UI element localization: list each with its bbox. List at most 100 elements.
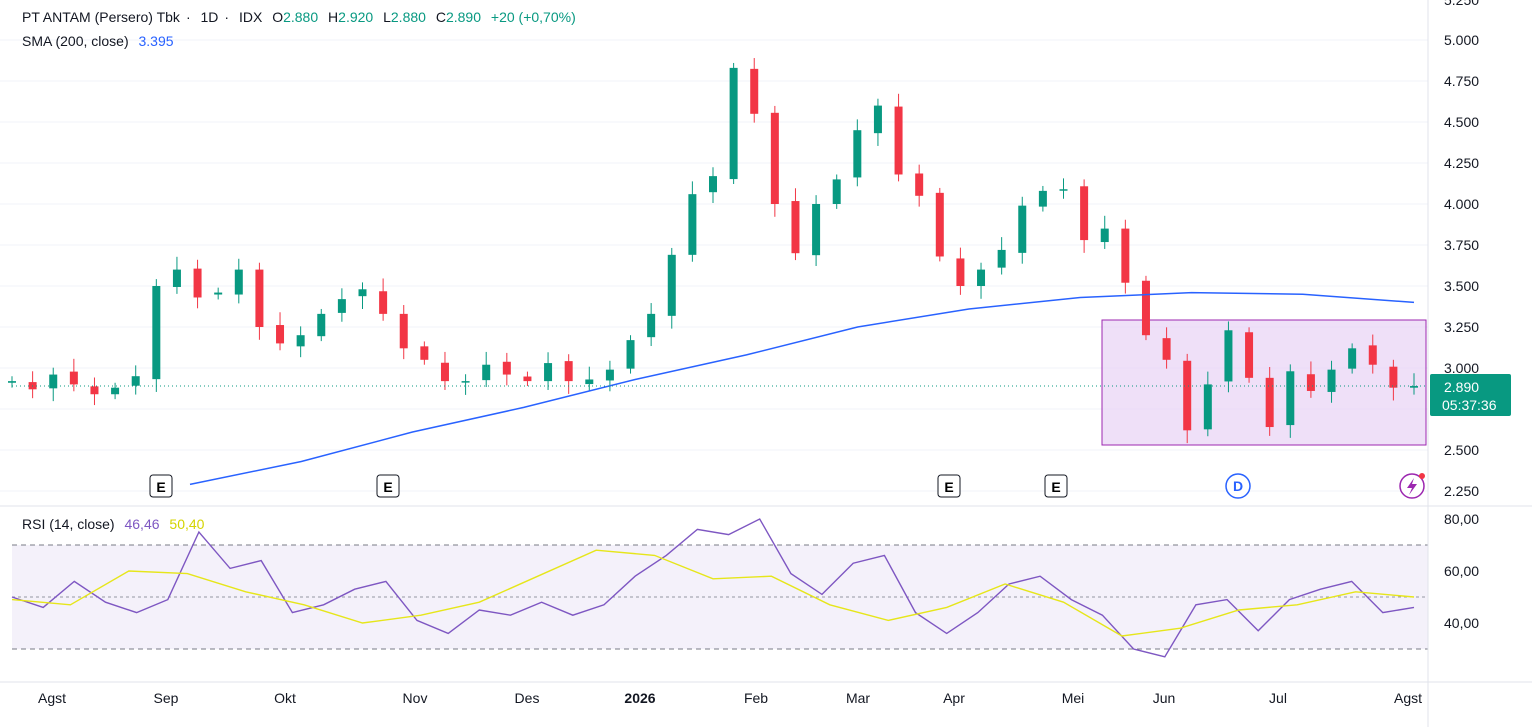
candle: [111, 382, 120, 400]
candle: [977, 262, 986, 299]
candle: [379, 278, 388, 321]
lightning-icon[interactable]: [1399, 473, 1425, 499]
candle: [1121, 219, 1130, 294]
rsi-legend[interactable]: RSI (14, close) 46,46 50,40: [22, 516, 210, 532]
sma-legend[interactable]: SMA (200, close) 3.395: [22, 33, 180, 49]
price-tick-label: 3.500: [1444, 278, 1479, 294]
candle: [935, 187, 944, 262]
symbol-legend[interactable]: PT ANTAM (Persero) Tbk · 1D · IDX O2.880 H…: [22, 9, 576, 25]
candle: [1203, 371, 1212, 437]
candle-body: [1162, 338, 1171, 360]
candle-body: [193, 268, 202, 298]
rsi-tick-label: 40,00: [1444, 615, 1479, 631]
open-label: O: [272, 9, 284, 25]
candle-body: [729, 67, 738, 180]
dividend-marker[interactable]: D: [1225, 473, 1251, 499]
candle: [812, 195, 821, 266]
earnings-marker[interactable]: E: [937, 474, 961, 498]
candle: [1100, 215, 1109, 249]
candle: [750, 58, 759, 123]
candle-body: [1224, 330, 1233, 382]
candle-body: [750, 68, 759, 114]
candle: [152, 279, 161, 392]
consolidation-rectangle[interactable]: [1101, 319, 1427, 446]
candle-body: [935, 192, 944, 257]
candle: [729, 62, 738, 184]
candle-body: [894, 106, 903, 175]
rsi-axis[interactable]: 80,00 60,00 40,00: [1444, 511, 1479, 631]
candle-body: [1141, 280, 1150, 336]
price-axis[interactable]: 5.000 4.750 4.500 4.250 4.000 3.750 3.500 3.250…: [1444, 0, 1479, 499]
candle-body: [317, 313, 326, 337]
candle-body: [296, 335, 305, 347]
rsi-tick-label: 80,00: [1444, 511, 1479, 527]
change-value: +20 (+0,70%): [490, 9, 576, 25]
rsi-band: [12, 544, 1428, 650]
candle-body: [399, 313, 408, 349]
candle-body: [564, 361, 573, 382]
candle: [1286, 364, 1295, 438]
rsi-ma-line: [11, 549, 1415, 637]
svg-text:D: D: [1233, 478, 1243, 494]
candle-body: [1348, 348, 1357, 369]
candle-body: [234, 269, 243, 295]
candle: [1038, 185, 1047, 212]
time-axis[interactable]: Agst Sep Okt Nov Des 2026 Feb Mar Apr Mei Jun Jul Ag…: [38, 690, 1422, 706]
candle: [1059, 178, 1068, 199]
time-tick-label: Sep: [154, 690, 179, 706]
candle-body: [1183, 360, 1192, 431]
candlestick-series: [8, 58, 1418, 444]
candle: [337, 288, 346, 322]
candle: [667, 247, 676, 329]
candle-body: [1018, 205, 1027, 253]
candle: [1162, 327, 1171, 369]
candle: [791, 188, 800, 261]
candle: [502, 352, 511, 386]
candle: [1183, 353, 1192, 444]
candle: [420, 341, 429, 365]
candle-body: [1245, 332, 1254, 378]
candle-body: [1121, 228, 1130, 283]
candle-body: [8, 381, 16, 383]
price-tick-label: 5.000: [1444, 32, 1479, 48]
earnings-marker[interactable]: E: [376, 474, 400, 498]
exchange: IDX: [238, 9, 263, 25]
candle-body: [709, 176, 717, 193]
candle-body: [626, 340, 635, 369]
candle-body: [1059, 189, 1068, 191]
low-label: L: [383, 9, 391, 25]
time-tick-label: Jul: [1269, 690, 1287, 706]
candle-body: [482, 364, 491, 381]
candle-body: [647, 313, 656, 338]
candle: [1141, 275, 1150, 341]
candle-body: [1038, 190, 1047, 207]
candle: [688, 181, 697, 262]
candle: [1410, 373, 1418, 395]
earnings-marker[interactable]: E: [149, 474, 173, 498]
candle: [564, 354, 573, 394]
candle: [1389, 359, 1398, 401]
price-tick-label: 3.250: [1444, 319, 1479, 335]
time-tick-label: Mar: [846, 690, 870, 706]
candle-body: [90, 386, 99, 395]
price-tick-label: 2.250: [1444, 483, 1479, 499]
candle: [214, 287, 223, 300]
time-tick-label: 2026: [624, 690, 655, 706]
candle-body: [605, 369, 614, 381]
candle: [482, 351, 491, 388]
candle-body: [502, 361, 511, 375]
earnings-marker[interactable]: E: [1044, 474, 1068, 498]
candle-body: [1327, 369, 1336, 392]
svg-text:2.890: 2.890: [1444, 379, 1479, 395]
candle-body: [667, 254, 676, 316]
candle: [770, 105, 779, 217]
candle: [28, 371, 37, 399]
time-tick-label: Agst: [1394, 690, 1422, 706]
price-tick-label: 2.500: [1444, 442, 1479, 458]
candle-body: [1368, 345, 1377, 365]
rsi-label: RSI (14, close): [22, 516, 115, 532]
rsi-value: 46,46: [124, 516, 160, 532]
candle-body: [977, 269, 986, 286]
sma-value: 3.395: [138, 33, 174, 49]
